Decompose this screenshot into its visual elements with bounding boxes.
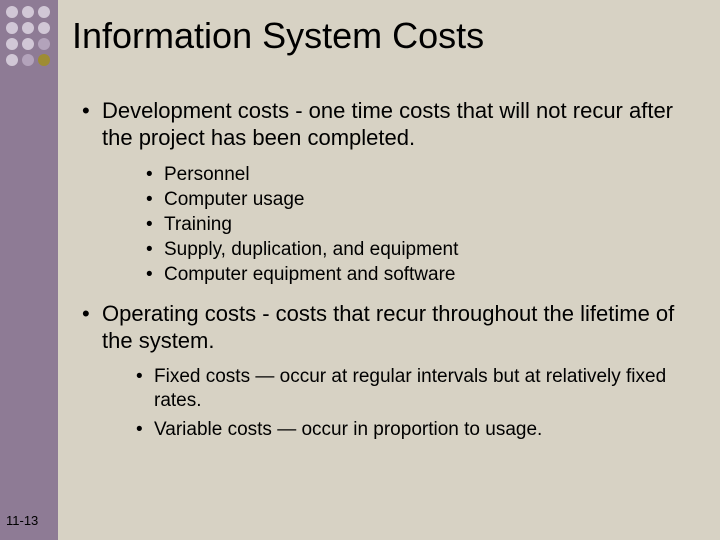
subitem-training: Training — [146, 212, 692, 237]
rail-dot — [38, 54, 50, 66]
rail-dot — [6, 38, 18, 50]
slide-title: Information System Costs — [72, 15, 484, 57]
subitem-personnel: Personnel — [146, 162, 692, 187]
rail-dot — [22, 54, 34, 66]
slide: Information System Costs Development cos… — [0, 0, 720, 540]
subitem-supply: Supply, duplication, and equipment — [146, 237, 692, 262]
rail-dot — [38, 6, 50, 18]
rail-dot — [38, 38, 50, 50]
rail-dot — [6, 22, 18, 34]
sublist-operating: Fixed costs — occur at regular intervals… — [136, 365, 692, 443]
bullet-operating-costs: Operating costs - costs that recur throu… — [102, 301, 692, 355]
rail-dot — [6, 54, 18, 66]
subitem-equipment-software: Computer equipment and software — [146, 262, 692, 287]
subitem-fixed-costs: Fixed costs — occur at regular intervals… — [136, 365, 692, 414]
rail-dot — [22, 6, 34, 18]
subitem-variable-costs: Variable costs — occur in proportion to … — [136, 418, 692, 443]
rail-dot — [22, 38, 34, 50]
slide-number: 11-13 — [6, 513, 38, 528]
rail-dot — [6, 6, 18, 18]
content-area: Development costs - one time costs that … — [58, 72, 720, 540]
rail-dot — [38, 22, 50, 34]
sublist-development: Personnel Computer usage Training Supply… — [146, 162, 692, 287]
rail-dot — [22, 22, 34, 34]
left-rail — [0, 0, 58, 540]
bullet-development-costs: Development costs - one time costs that … — [102, 98, 692, 152]
subitem-computer-usage: Computer usage — [146, 187, 692, 212]
title-bar: Information System Costs — [58, 0, 720, 72]
